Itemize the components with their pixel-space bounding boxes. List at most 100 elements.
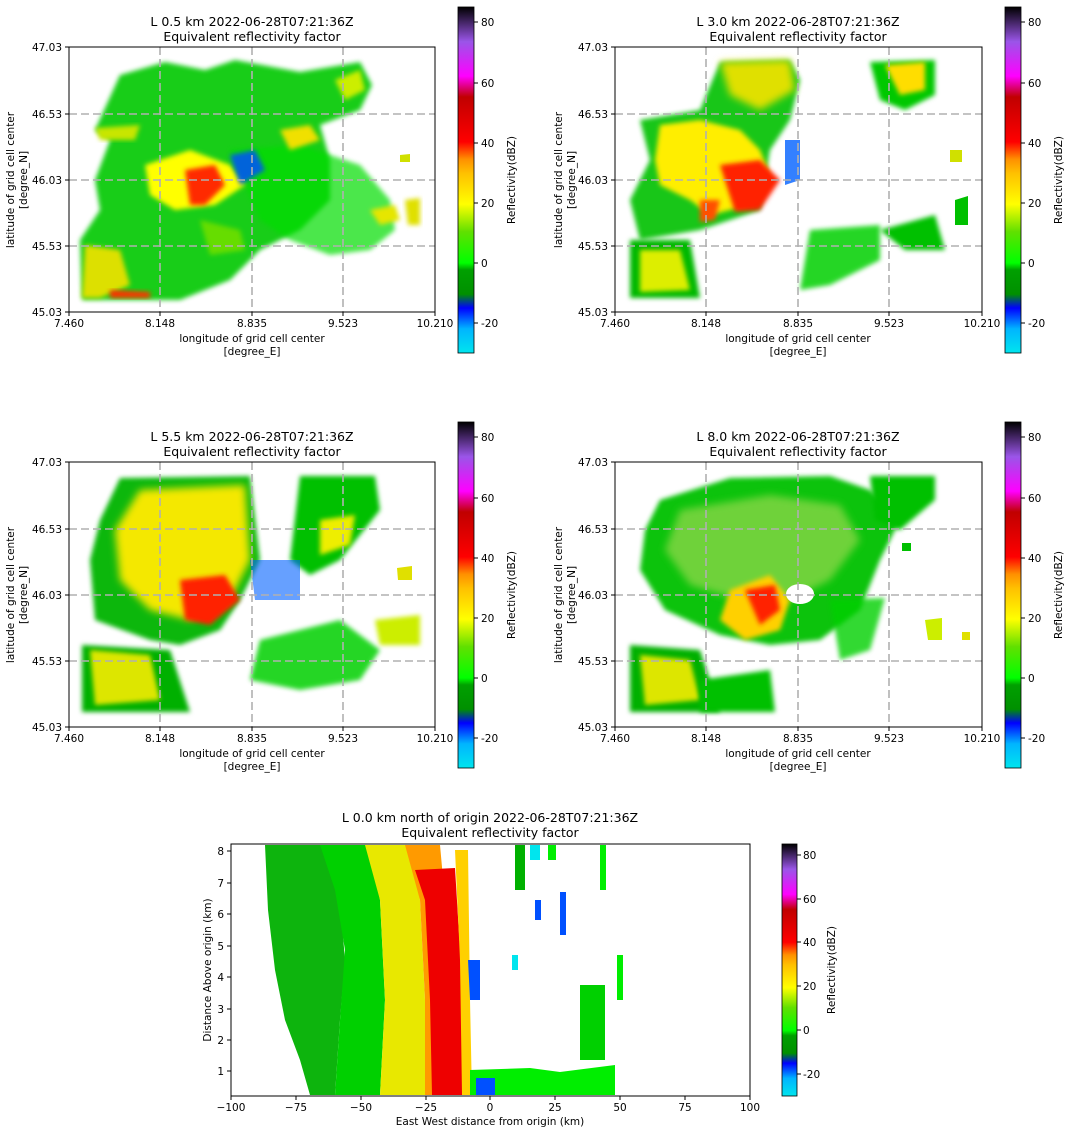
y-tick-label: 47.03 [578,457,608,469]
x-axis-label-line1: longitude of grid cell center [725,748,871,760]
y-axis-label-line1: latitude of grid cell center [553,526,565,663]
y-tick-label: 46.03 [578,175,608,187]
x-tick-label: 9.523 [328,318,358,330]
x-axis: 7.460 8.148 8.835 9.523 10.210 longitude… [600,727,1000,773]
reflectivity-field [630,60,968,298]
y-axis-label-line2: [degree_N] [18,151,30,209]
panel-8-0km: L 8.0 km 2022-06-28T07:21:36Z Equivalent… [553,421,1065,773]
x-tick-label: 8.148 [691,318,721,330]
colorbar-tick-label: -20 [1028,318,1045,330]
colorbar-tick-label: 0 [803,1025,810,1037]
y-tick-label: 3 [217,1004,224,1016]
grid-lines [69,462,435,727]
colorbar: -20 0 20 40 60 80 Reflectivity(dBZ) [1004,6,1065,354]
x-tick-label: 0 [487,1102,494,1114]
y-axis: 47.03 46.53 46.03 45.53 45.03 latitude o… [553,457,615,734]
x-tick-label: 10.210 [417,733,454,745]
y-tick-label: 45.53 [578,656,608,668]
y-axis: 47.03 46.53 46.03 45.53 45.03 latitude o… [5,42,69,319]
x-tick-label: 9.523 [874,733,904,745]
y-tick-label: 46.03 [32,175,62,187]
colorbar-tick-label: 40 [481,553,494,565]
y-axis-label-line1: latitude of grid cell center [553,111,565,248]
y-axis-label-line2: [degree_N] [566,566,578,624]
colorbar: -20 0 20 40 60 80 Reflectivity(dBZ) [457,421,518,769]
colorbar: -20 0 20 40 60 80 Reflectivity(dBZ) [457,6,518,354]
colorbar-tick-label: 40 [1028,138,1041,150]
x-tick-label: 9.523 [328,733,358,745]
x-tick-label: 8.835 [237,318,267,330]
colorbar-tick-label: 60 [1028,78,1041,90]
y-tick-label: 45.03 [32,722,62,734]
x-tick-label: −75 [285,1102,307,1114]
colorbar-label: Reflectivity(dBZ) [506,551,518,639]
grid-lines [615,47,982,312]
panel-title-line1: L 0.0 km north of origin 2022-06-28T07:2… [342,810,638,825]
colorbar-tick-label: 40 [481,138,494,150]
x-tick-label: 8.148 [691,733,721,745]
y-tick-label: 8 [217,846,224,858]
colorbar-tick-label: -20 [803,1069,820,1081]
y-axis: 1 2 3 4 5 6 7 8 Distance Above origin (k… [202,846,231,1078]
x-axis: 7.460 8.148 8.835 9.523 10.210 longitude… [600,312,1000,358]
x-tick-label: 50 [613,1102,626,1114]
colorbar-tick-label: 20 [1028,613,1041,625]
colorbar-tick-label: 80 [481,432,494,444]
x-axis: 7.460 8.148 8.835 9.523 10.210 longitude… [54,312,453,358]
colorbar-tick-label: 80 [481,17,494,29]
y-tick-label: 1 [217,1066,224,1078]
panel-title-line2: Equivalent reflectivity factor [163,29,341,44]
panel-3-0km: L 3.0 km 2022-06-28T07:21:36Z Equivalent… [553,6,1065,358]
x-axis-label-line1: longitude of grid cell center [179,333,325,345]
colorbar-tick-label: 20 [1028,198,1041,210]
colorbar-tick-label: 20 [481,613,494,625]
colorbar: -20 0 20 40 60 80 Reflectivity(dBZ) [781,843,838,1097]
x-tick-label: 10.210 [964,733,1001,745]
x-tick-label: 8.148 [145,733,175,745]
y-axis-label-line2: [degree_N] [566,151,578,209]
x-tick-label: 7.460 [600,733,630,745]
colorbar-tick-label: 0 [481,673,488,685]
y-tick-label: 5 [217,941,224,953]
colorbar-tick-label: 20 [481,198,494,210]
y-tick-label: 46.53 [32,524,62,536]
y-axis-label-line1: latitude of grid cell center [5,111,17,248]
x-tick-label: 25 [548,1102,561,1114]
x-axis-label-line2: [degree_E] [224,761,281,773]
x-tick-label: 7.460 [54,733,84,745]
panel-title-line1: L 8.0 km 2022-06-28T07:21:36Z [696,429,899,444]
colorbar-tick-label: 0 [481,258,488,270]
y-tick-label: 45.53 [32,656,62,668]
x-tick-label: 7.460 [600,318,630,330]
y-tick-label: 47.03 [578,42,608,54]
panel-title-line1: L 3.0 km 2022-06-28T07:21:36Z [696,14,899,29]
colorbar-tick-label: 20 [803,981,816,993]
y-tick-label: 45.03 [578,307,608,319]
y-axis-label-line1: latitude of grid cell center [5,526,17,663]
y-tick-label: 47.03 [32,457,62,469]
y-tick-label: 45.53 [32,241,62,253]
x-tick-label: 8.835 [237,733,267,745]
x-tick-label: 10.210 [417,318,454,330]
y-tick-label: 45.03 [32,307,62,319]
colorbar-tick-label: -20 [481,733,498,745]
y-axis: 47.03 46.53 46.03 45.53 45.03 latitude o… [5,457,69,734]
y-tick-label: 47.03 [32,42,62,54]
panel-title-line2: Equivalent reflectivity factor [401,825,579,840]
y-tick-label: 46.53 [32,109,62,121]
y-tick-label: 4 [217,972,224,984]
y-tick-label: 7 [217,878,224,890]
y-tick-label: 6 [217,909,224,921]
x-axis-label-line2: [degree_E] [770,346,827,358]
y-tick-label: 45.03 [578,722,608,734]
panel-5-5km: L 5.5 km 2022-06-28T07:21:36Z Equivalent… [5,421,518,773]
x-tick-label: 10.210 [964,318,1001,330]
colorbar-tick-label: -20 [1028,733,1045,745]
x-tick-label: 75 [678,1102,691,1114]
colorbar-tick-label: 60 [1028,493,1041,505]
y-tick-label: 46.53 [578,524,608,536]
reflectivity-field [82,476,420,712]
x-tick-label: −100 [217,1102,246,1114]
colorbar-tick-label: -20 [481,318,498,330]
x-tick-label: −50 [350,1102,372,1114]
